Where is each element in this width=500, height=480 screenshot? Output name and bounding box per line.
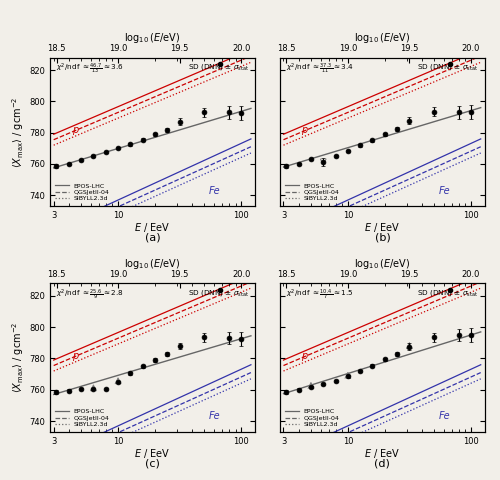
X-axis label: $E$ / EeV: $E$ / EeV xyxy=(364,221,401,234)
X-axis label: $E$ / EeV: $E$ / EeV xyxy=(134,447,171,460)
Legend: EPOS-LHC, QGSJetII-04, SIBYLL2.3d: EPOS-LHC, QGSJetII-04, SIBYLL2.3d xyxy=(53,407,112,429)
Legend: EPOS-LHC, QGSJetII-04, SIBYLL2.3d: EPOS-LHC, QGSJetII-04, SIBYLL2.3d xyxy=(283,181,342,203)
Text: p: p xyxy=(302,125,308,135)
Text: SD (DNN) $\pm$ $\sigma_\mathrm{stat}$: SD (DNN) $\pm$ $\sigma_\mathrm{stat}$ xyxy=(418,288,479,298)
Text: p: p xyxy=(72,125,78,135)
Text: $\chi^2$/ndf $\approx \frac{25.6}{9} \approx 2.8$: $\chi^2$/ndf $\approx \frac{25.6}{9} \ap… xyxy=(56,288,124,302)
Legend: EPOS-LHC, QGSJetII-04, SIBYLL2.3d: EPOS-LHC, QGSJetII-04, SIBYLL2.3d xyxy=(283,407,342,429)
Text: $\chi^2$/ndf $\approx \frac{46.7}{13} \approx 3.6$: $\chi^2$/ndf $\approx \frac{46.7}{13} \a… xyxy=(56,62,124,76)
Text: (c): (c) xyxy=(145,459,160,469)
Text: Fe: Fe xyxy=(439,186,450,196)
Text: Fe: Fe xyxy=(209,186,221,196)
Text: $\chi^2$/ndf $\approx \frac{10.4}{7} \approx 1.5$: $\chi^2$/ndf $\approx \frac{10.4}{7} \ap… xyxy=(286,288,354,302)
X-axis label: $E$ / EeV: $E$ / EeV xyxy=(134,221,171,234)
X-axis label: $\log_{10}(E/\mathrm{eV})$: $\log_{10}(E/\mathrm{eV})$ xyxy=(124,31,181,45)
Y-axis label: $\langle X_\mathrm{max}\rangle$ / gcm$^{-2}$: $\langle X_\mathrm{max}\rangle$ / gcm$^{… xyxy=(10,322,26,394)
Text: SD (DNN) $\pm$ $\sigma_\mathrm{stat}$: SD (DNN) $\pm$ $\sigma_\mathrm{stat}$ xyxy=(418,62,479,72)
Text: p: p xyxy=(302,351,308,361)
Text: Fe: Fe xyxy=(209,411,221,421)
X-axis label: $\log_{10}(E/\mathrm{eV})$: $\log_{10}(E/\mathrm{eV})$ xyxy=(354,257,410,271)
Text: Fe: Fe xyxy=(439,411,450,421)
Text: SD (DNN) $\pm$ $\sigma_\mathrm{stat}$: SD (DNN) $\pm$ $\sigma_\mathrm{stat}$ xyxy=(188,288,249,298)
X-axis label: $E$ / EeV: $E$ / EeV xyxy=(364,447,401,460)
Text: (d): (d) xyxy=(374,459,390,469)
Text: (b): (b) xyxy=(374,233,390,243)
Y-axis label: $\langle X_\mathrm{max}\rangle$ / gcm$^{-2}$: $\langle X_\mathrm{max}\rangle$ / gcm$^{… xyxy=(10,96,26,168)
Legend: EPOS-LHC, QGSJetII-04, SIBYLL2.3d: EPOS-LHC, QGSJetII-04, SIBYLL2.3d xyxy=(53,181,112,203)
X-axis label: $\log_{10}(E/\mathrm{eV})$: $\log_{10}(E/\mathrm{eV})$ xyxy=(354,31,410,45)
Text: $\chi^2$/ndf $\approx \frac{37.3}{11} \approx 3.4$: $\chi^2$/ndf $\approx \frac{37.3}{11} \a… xyxy=(286,62,354,76)
Text: (a): (a) xyxy=(145,233,160,243)
Text: SD (DNN) $\pm$ $\sigma_\mathrm{stat}$: SD (DNN) $\pm$ $\sigma_\mathrm{stat}$ xyxy=(188,62,249,72)
X-axis label: $\log_{10}(E/\mathrm{eV})$: $\log_{10}(E/\mathrm{eV})$ xyxy=(124,257,181,271)
Text: p: p xyxy=(72,351,78,361)
